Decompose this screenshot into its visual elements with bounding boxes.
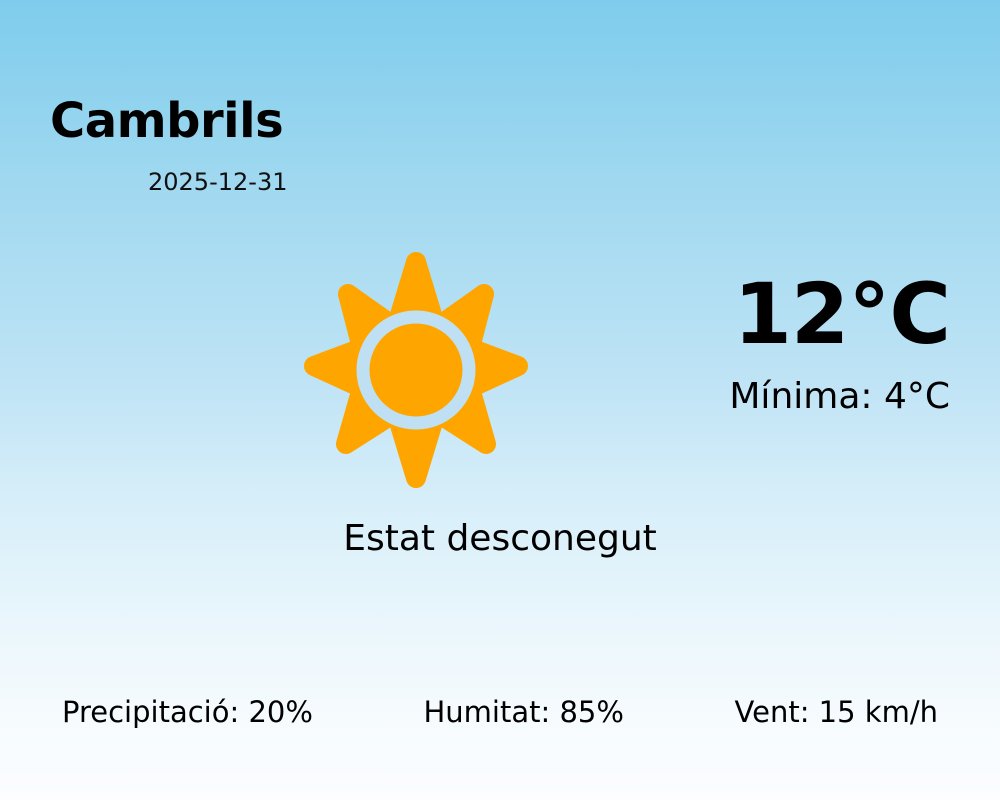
condition-label: Estat desconegut [343,518,657,559]
forecast-date: 2025-12-31 [148,168,288,196]
temperature-block: 12°C Mínima: 4°C [729,265,951,417]
detail-precipitation: Precipitació: 20% [62,695,313,729]
page-title: Cambrils [50,93,284,149]
detail-humidity: Humitat: 85% [423,695,624,729]
temperature-min: Mínima: 4°C [729,376,950,417]
weather-details-row: Precipitació: 20% Humitat: 85% Vent: 15 … [62,698,938,727]
detail-wind: Vent: 15 km/h [734,695,938,729]
temperature-value: 12°C [733,265,951,363]
sun-icon [304,252,528,488]
